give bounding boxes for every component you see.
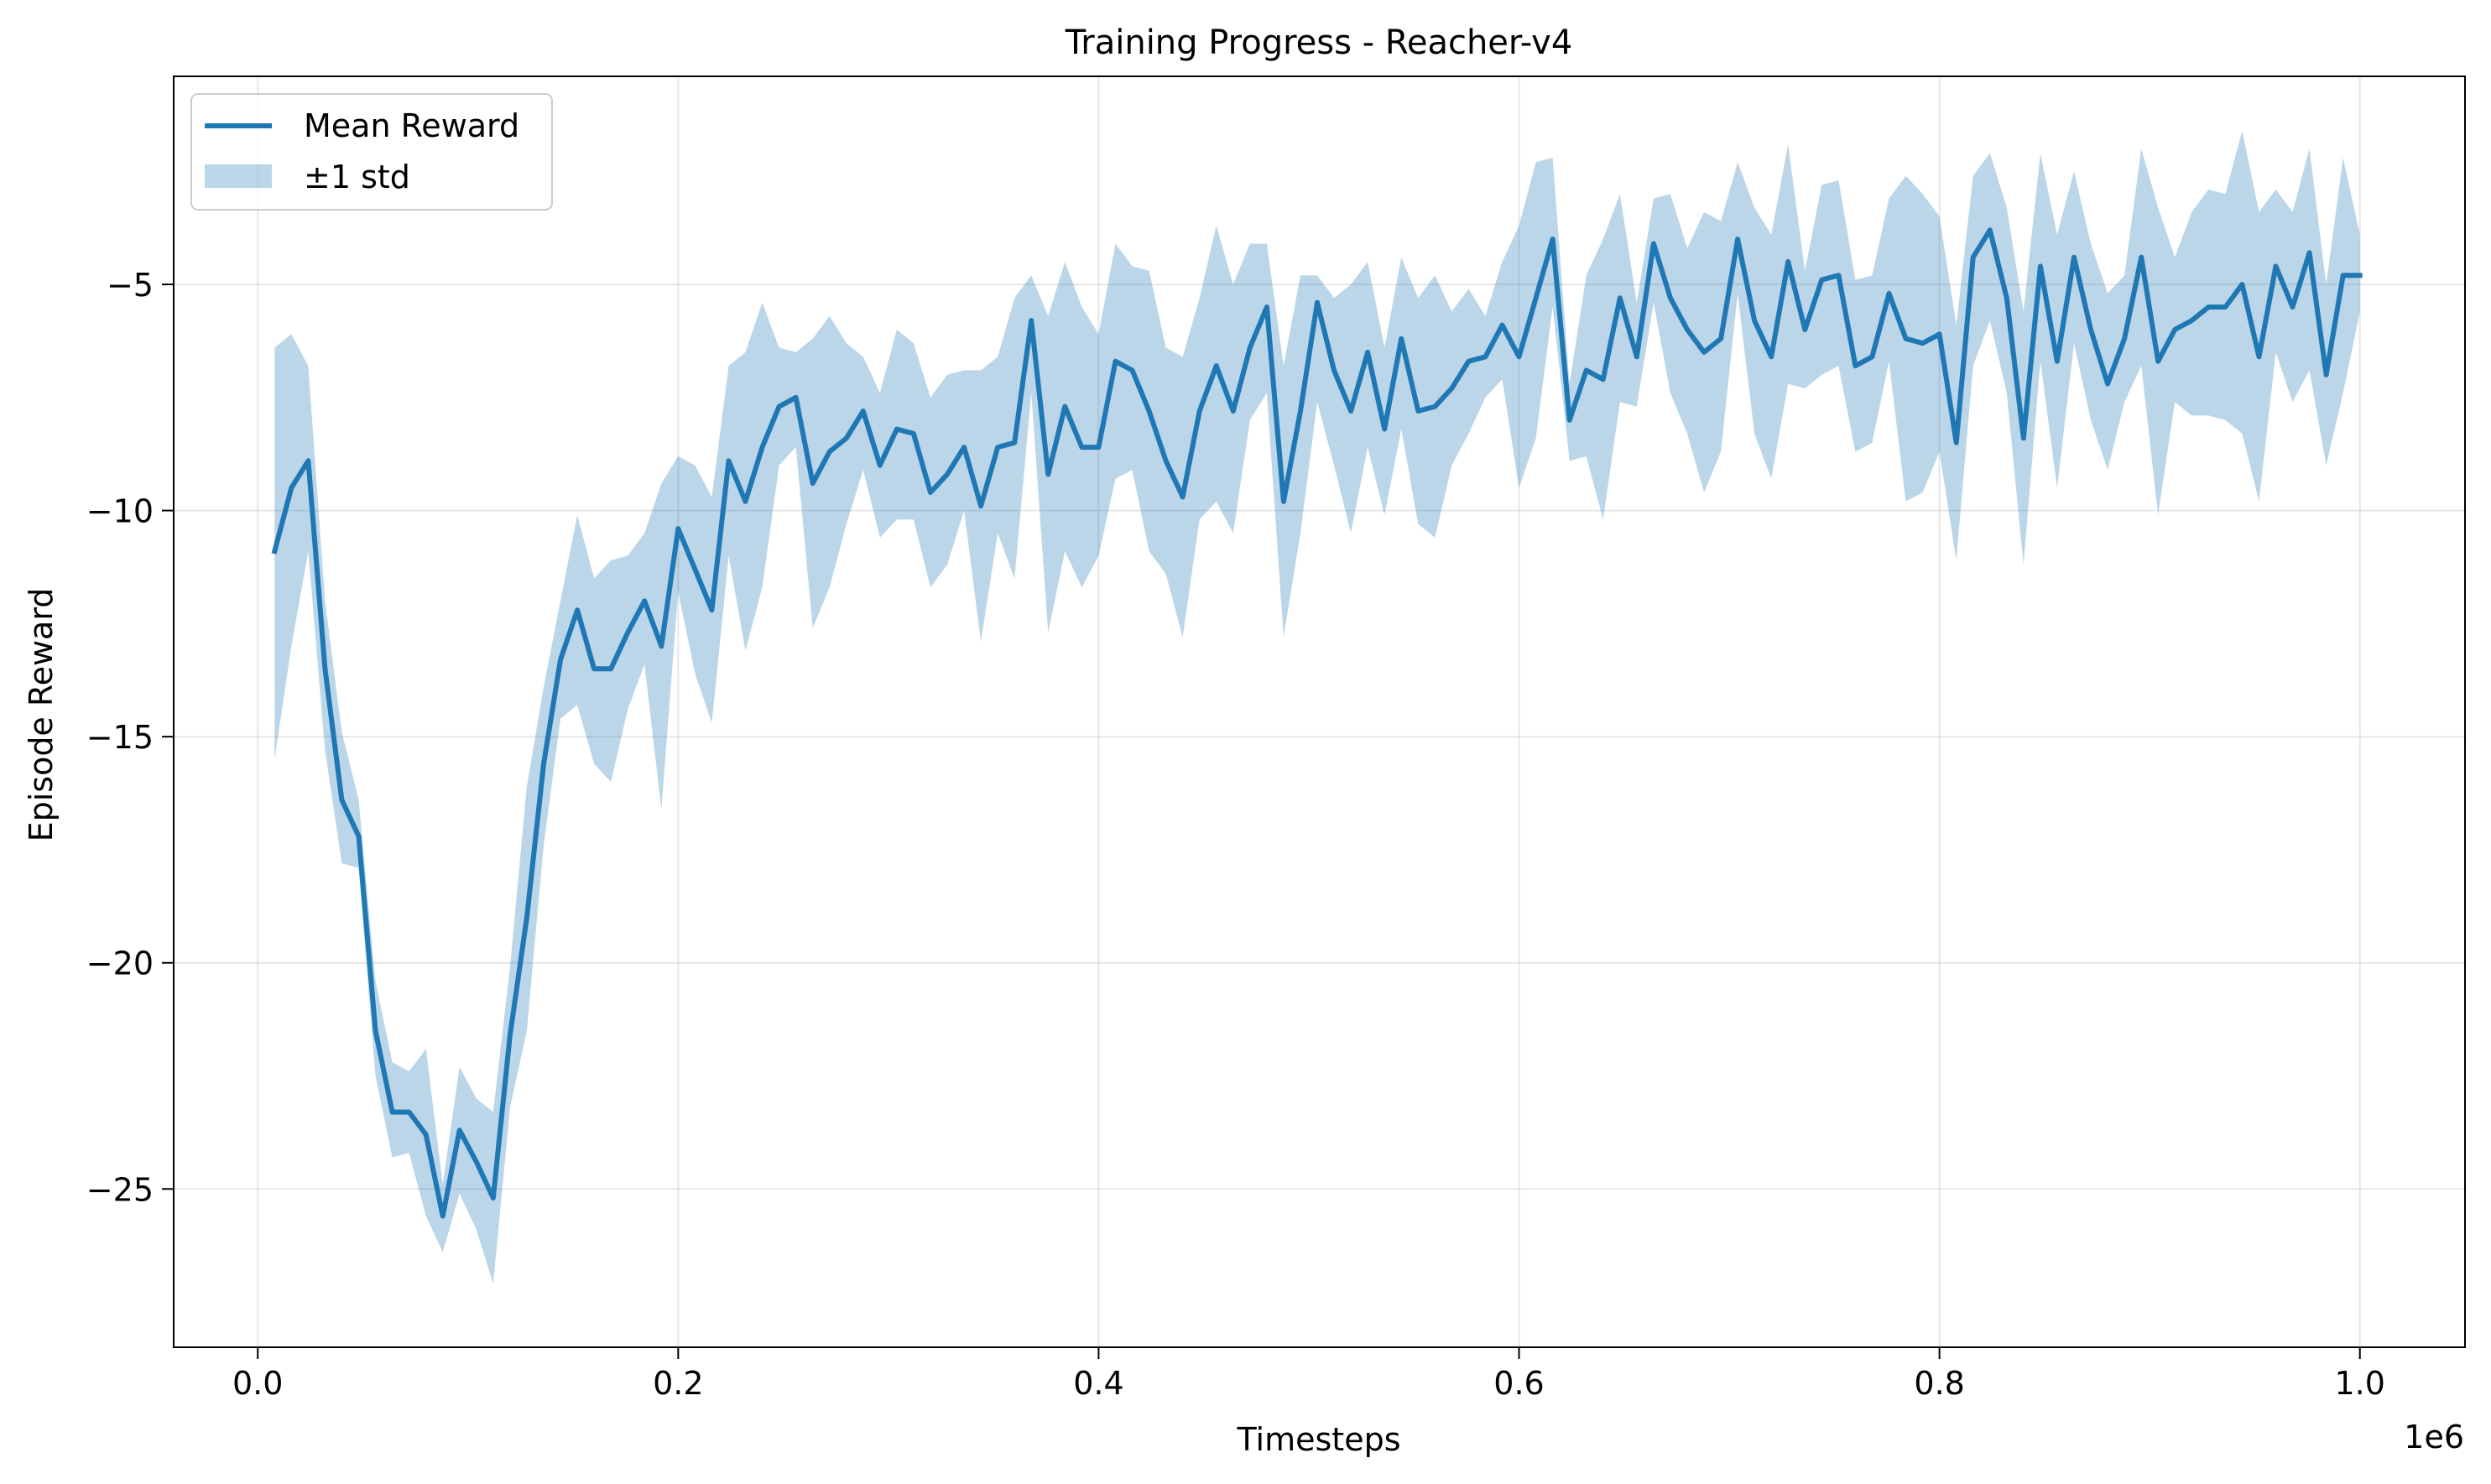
x-axis-label: Timesteps <box>1237 1421 1401 1458</box>
y-tick-label-0: −25 <box>86 1171 154 1208</box>
std-band-layer <box>274 130 2360 1284</box>
y-tick-label-1: −20 <box>86 945 154 982</box>
x-axis-offset-label: 1e6 <box>2404 1419 2464 1455</box>
std-band <box>274 130 2360 1284</box>
legend-box <box>190 93 553 211</box>
x-tick-label-5: 1.0 <box>2335 1365 2385 1402</box>
y-axis-label: Episode Reward <box>23 588 60 842</box>
mean-line-layer <box>271 227 2363 1219</box>
legend-entry-std: ±1 std <box>304 159 410 195</box>
x-tick-label-4: 0.8 <box>1914 1365 1964 1402</box>
x-tick-label-3: 0.6 <box>1493 1365 1544 1402</box>
x-tick-label-0: 0.0 <box>232 1365 283 1402</box>
legend-entry-mean-reward: Mean Reward <box>304 107 519 144</box>
y-tick-label-3: −10 <box>86 493 154 530</box>
chart-title: Training Progress - Reacher-v4 <box>1065 23 1573 62</box>
axes-frame <box>173 76 2466 1348</box>
grid-lines <box>174 76 2465 1347</box>
y-tick-label-2: −15 <box>86 719 154 756</box>
x-axis-ticks: 0.0 0.2 0.4 0.6 0.8 1.0 <box>232 1347 2385 1402</box>
x-tick-label-1: 0.2 <box>653 1365 703 1402</box>
legend-std-band-swatch <box>205 164 272 188</box>
mean-reward-line <box>271 227 2363 1219</box>
legend: Mean Reward ±1 std <box>190 93 553 211</box>
y-tick-label-4: −5 <box>107 267 154 304</box>
y-axis-ticks: −25 −20 −15 −10 −5 <box>86 267 174 1208</box>
x-tick-label-2: 0.4 <box>1073 1365 1123 1402</box>
